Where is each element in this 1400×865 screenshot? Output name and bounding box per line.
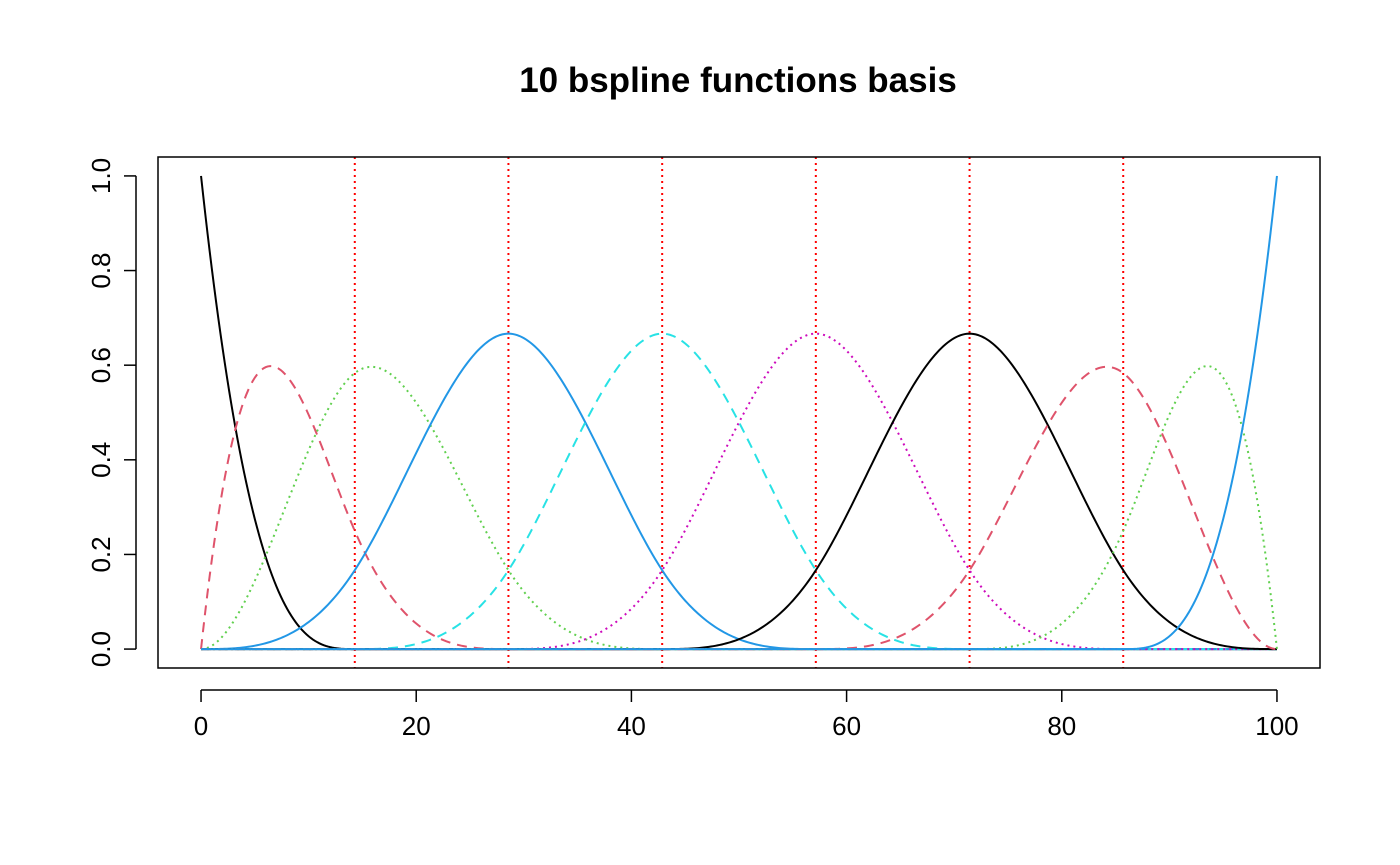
- knot-lines: [353, 157, 1125, 668]
- x-tick-label: 100: [1255, 711, 1298, 741]
- x-tick-label: 0: [194, 711, 208, 741]
- basis-curve-8: [201, 365, 1278, 651]
- basis-curve-5: [201, 332, 1277, 651]
- basis-curve-7: [201, 332, 1277, 651]
- basis-curve-3: [200, 365, 1277, 651]
- basis-curve-9: [201, 365, 1278, 651]
- basis-curves: [200, 175, 1278, 651]
- y-tick-label: 0.6: [86, 347, 116, 383]
- basis-curve-2: [200, 365, 1277, 651]
- chart-title: 10 bspline functions basis: [519, 61, 957, 100]
- y-tick-label: 0.8: [86, 252, 116, 288]
- x-tick-label: 60: [832, 711, 861, 741]
- y-tick-label: 1.0: [86, 158, 116, 194]
- plot-frame: [157, 156, 1321, 669]
- x-tick-label: 80: [1047, 711, 1076, 741]
- basis-curve-10: [201, 175, 1278, 651]
- x-axis: 0 20 40 60 80 100: [194, 689, 1299, 741]
- y-axis: 0.0 0.2 0.4 0.6 0.8 1.0: [86, 158, 137, 667]
- basis-curve-1: [200, 175, 1277, 651]
- y-tick-label: 0.4: [86, 442, 116, 478]
- x-tick-label: 40: [617, 711, 646, 741]
- y-tick-label: 0.0: [86, 631, 116, 667]
- y-tick-label: 0.2: [86, 536, 116, 572]
- basis-curve-6: [201, 332, 1277, 651]
- x-tick-label: 20: [402, 711, 431, 741]
- basis-curve-4: [201, 332, 1277, 651]
